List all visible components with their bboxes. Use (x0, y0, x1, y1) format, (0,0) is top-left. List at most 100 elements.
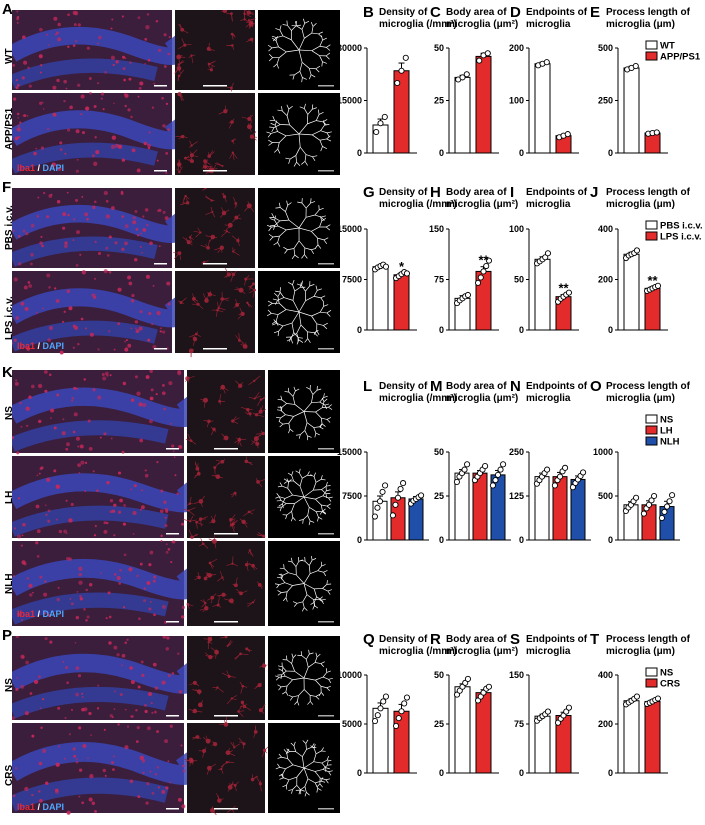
iba1-cell (142, 228, 147, 232)
iba1-cell (47, 614, 51, 617)
tracing-branch (299, 106, 305, 109)
data-point (477, 274, 484, 281)
tracing-branch (304, 247, 312, 251)
bar-lps-i-c-v- (644, 287, 661, 331)
legend-swatch (645, 425, 658, 435)
iba1-cell (72, 239, 75, 242)
iba1-cell (136, 168, 141, 173)
iba1-cell (29, 593, 33, 597)
tracing-branch (273, 124, 281, 128)
tracing-branch (314, 214, 322, 218)
iba1-cell (72, 346, 75, 349)
microglia-process (189, 516, 194, 522)
microglia-tracing (258, 271, 340, 353)
iba1-cell (38, 54, 43, 59)
tracing-branch (304, 20, 310, 24)
iba1-cell (39, 575, 43, 579)
tracing-branch (271, 213, 275, 218)
tracing-branch (319, 423, 323, 427)
iba1-cell (59, 141, 63, 145)
iba1-cell (63, 244, 68, 249)
tracing-branch (326, 135, 331, 140)
microglia-process (195, 576, 200, 578)
legend-label: NS (660, 415, 673, 426)
iba1-cell (30, 223, 35, 228)
bar-ns (534, 715, 551, 774)
tracing-branch (313, 427, 317, 434)
tracing-branch (288, 105, 293, 110)
bar-pbs-i-c-v- (623, 253, 640, 331)
tracing-branch (295, 155, 297, 163)
scale-bar (318, 448, 334, 450)
iba1-cell (78, 566, 83, 571)
iba1-cell (67, 45, 70, 48)
chart-title: Body area of (446, 187, 507, 198)
tracing-branch (290, 338, 293, 344)
microglia-tracing (258, 10, 340, 90)
data-point (580, 469, 587, 476)
iba1-cell (121, 450, 125, 454)
microglia-process (251, 136, 258, 138)
tracing-branch (298, 133, 301, 148)
tracing-branch (322, 401, 325, 408)
iba1-cell (130, 327, 133, 330)
microglia-process (210, 206, 213, 213)
microglia-process (222, 387, 226, 394)
microglia-process (254, 377, 258, 382)
data-point (397, 485, 404, 493)
iba1-cell (180, 522, 185, 526)
tracing-branch (298, 227, 312, 232)
y-tick-label: 25 (434, 96, 444, 106)
iba1-cell (123, 78, 126, 82)
iba1-cell (177, 370, 182, 374)
data-point (461, 466, 468, 473)
microglia-process (191, 141, 198, 146)
iba1-cell (53, 16, 58, 21)
legend-label: CRS (660, 679, 680, 690)
iba1-cell (160, 327, 162, 330)
iba1-cell (148, 563, 152, 567)
microglia-process (197, 227, 201, 233)
microglia-process (251, 136, 257, 141)
microglia-process (254, 392, 260, 399)
microglia-process (182, 195, 186, 203)
tracing-branch (318, 31, 323, 35)
microglia-process (230, 514, 236, 521)
iba1-cell (16, 451, 20, 455)
iba1-cell (26, 114, 29, 117)
tracing-branch (315, 495, 324, 500)
panel-label-F: F (2, 179, 12, 196)
iba1-cell (130, 398, 135, 402)
microglia-process (236, 287, 242, 291)
tracing-branch (322, 490, 327, 497)
dapi-cell-layer (12, 592, 169, 625)
tracing-branch (276, 35, 284, 38)
microglia-process (196, 333, 201, 338)
iba1-cell (91, 154, 95, 158)
tracing-branch (277, 225, 287, 231)
microglia-process (230, 271, 234, 275)
iba1-cell (65, 499, 68, 502)
scale-bar (166, 621, 179, 623)
tracing-branch (301, 62, 310, 69)
iba1-cell (81, 195, 84, 198)
iba1-cell (61, 431, 66, 436)
iba1-cell (97, 395, 102, 400)
microglia-cell (185, 201, 190, 205)
microglia-process (237, 591, 242, 594)
iba1-cell (119, 568, 123, 572)
iba1-cell (30, 384, 35, 389)
dapi-cell-layer (12, 420, 169, 452)
iba1-cell (80, 113, 83, 116)
microglia-process (246, 461, 253, 464)
y-tick-label: 25 (434, 491, 444, 501)
tracing-branch (268, 142, 273, 146)
bar-lps-i-c-v- (393, 274, 410, 331)
microglia-process (239, 340, 245, 344)
iba1-cell (14, 136, 19, 141)
tracing-branch (279, 287, 281, 293)
iba1-cell (164, 507, 169, 512)
iba1-cell (102, 376, 107, 381)
microglia-process (248, 12, 255, 16)
